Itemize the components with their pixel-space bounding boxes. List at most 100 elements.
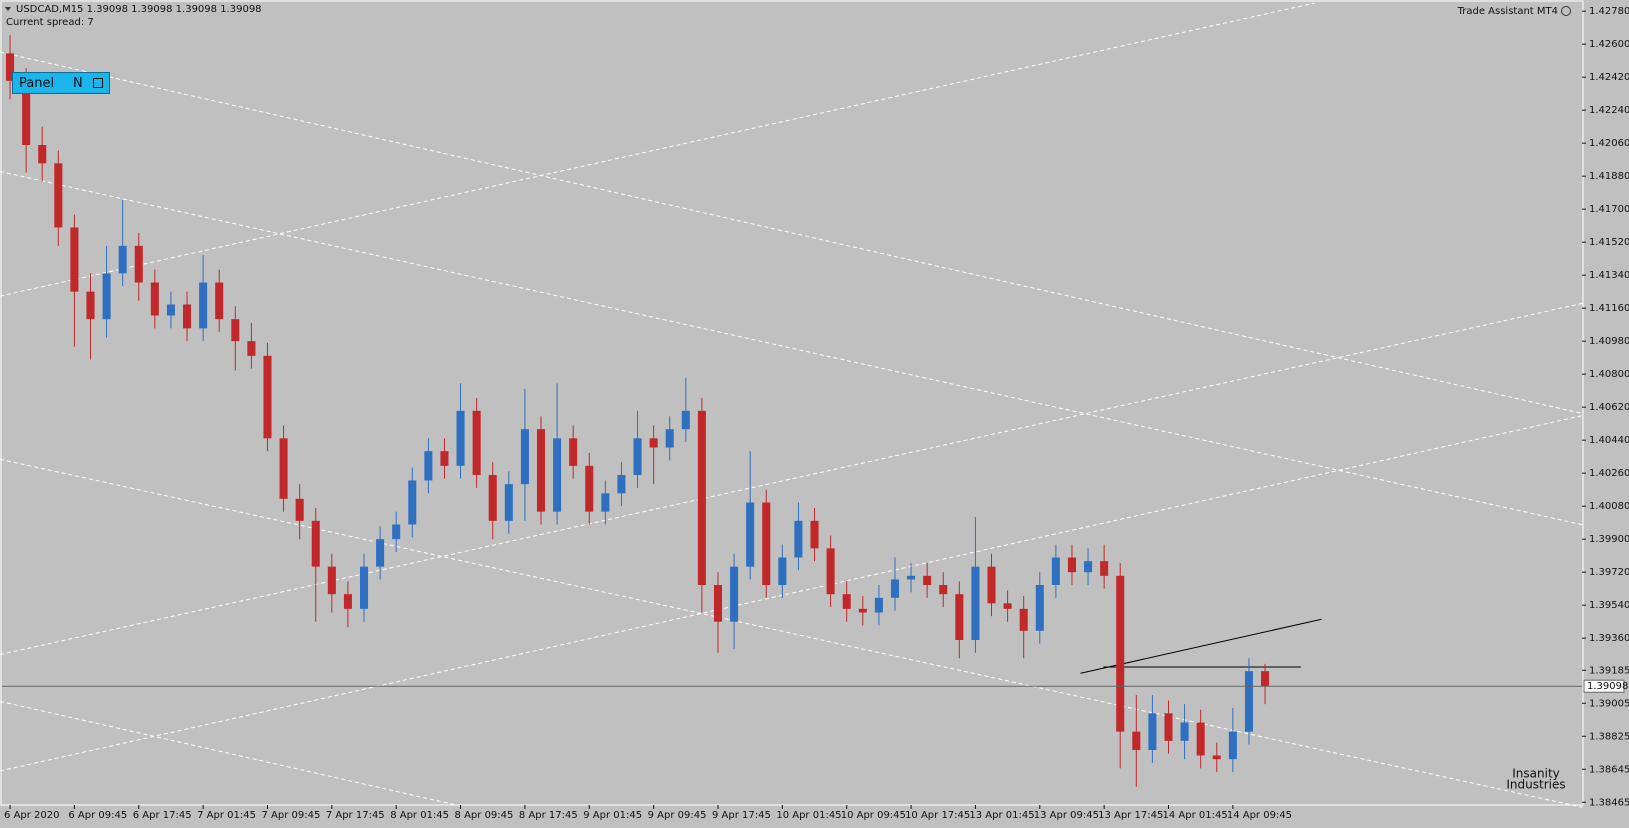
candle-body (955, 594, 964, 640)
watermark: Industries (1506, 778, 1565, 792)
y-tick-label: 1.39185 (1589, 665, 1629, 676)
y-tick-label: 1.39360 (1589, 633, 1629, 644)
candle-body (166, 304, 175, 316)
y-tick-label: 1.39720 (1589, 567, 1629, 578)
candle-body (199, 282, 208, 329)
y-tick-label: 1.39005 (1589, 698, 1629, 709)
y-tick-label: 1.41700 (1589, 204, 1629, 215)
candle-body (1164, 713, 1173, 741)
candle-body (536, 429, 546, 512)
candle-body (456, 410, 465, 466)
candle-body (231, 319, 240, 342)
x-tick-label: 6 Apr 09:45 (68, 810, 127, 821)
candle-body (1244, 671, 1253, 732)
candle-body (440, 451, 449, 466)
candle-body (665, 429, 674, 448)
y-tick-label: 1.42240 (1589, 105, 1629, 116)
x-tick-label: 9 Apr 01:45 (583, 810, 642, 821)
candle-body (858, 608, 867, 613)
candle-body (1228, 731, 1237, 760)
x-tick-label: 7 Apr 17:45 (326, 810, 385, 821)
y-tick-label: 1.40800 (1589, 369, 1629, 380)
candle-body (488, 475, 497, 521)
candle-body (1196, 722, 1205, 756)
candle-body (713, 585, 723, 622)
x-tick-label: 10 Apr 17:45 (905, 810, 970, 821)
x-tick-label: 10 Apr 09:45 (841, 810, 906, 821)
candle-body (762, 502, 771, 585)
panel-minimize[interactable] (93, 78, 103, 88)
candle-body (295, 498, 304, 521)
candle-body (408, 480, 417, 525)
candle-body (1100, 561, 1109, 576)
candle-body (376, 539, 385, 567)
candle-body (1067, 557, 1076, 573)
current-price-label: 1.39098 (1587, 681, 1628, 692)
candle-body (1003, 603, 1012, 609)
candle-body (263, 355, 272, 439)
trend-line (0, 416, 1582, 771)
y-tick-label: 1.42060 (1589, 138, 1629, 149)
candle-body (939, 585, 948, 595)
candle-body (343, 594, 352, 609)
candle-body (102, 273, 111, 320)
candle-body (890, 579, 899, 598)
y-tick-label: 1.40620 (1589, 402, 1629, 413)
candle-body (601, 493, 610, 512)
candle-body (1019, 608, 1028, 631)
candle-body (681, 410, 690, 430)
panel[interactable]: Panel N (12, 72, 110, 94)
candle-body (311, 520, 320, 567)
candle-body (86, 291, 95, 320)
y-tick-label: 1.42780 (1589, 6, 1629, 17)
x-tick-label: 13 Apr 01:45 (969, 810, 1034, 821)
candle-body (54, 163, 63, 228)
candle-body (6, 53, 15, 81)
trend-line (0, 303, 1582, 654)
y-tick-label: 1.41340 (1589, 270, 1629, 281)
subtitle: Current spread: 7 (6, 17, 94, 28)
candle-body (971, 566, 980, 640)
x-tick-label: 7 Apr 01:45 (197, 810, 256, 821)
trend-line (0, 171, 1582, 524)
watermark: Insanity (1512, 767, 1560, 781)
y-tick-label: 1.39540 (1589, 600, 1629, 611)
candle-body (585, 465, 594, 512)
candle-body (392, 524, 401, 540)
candle-body (1035, 585, 1044, 631)
plot-frame (0, 0, 1584, 806)
candle-body (1132, 731, 1141, 750)
trend-lines (0, 3, 1582, 807)
x-tick-label: 6 Apr 2020 (4, 810, 59, 821)
panel-button[interactable]: N (73, 76, 83, 91)
candle-body (359, 566, 369, 609)
trend-line (0, 52, 1582, 414)
panel-label: Panel (19, 76, 55, 91)
candle-body (633, 438, 642, 475)
candle-body (504, 484, 513, 521)
candle-body (1148, 713, 1157, 750)
candle-body (987, 566, 996, 604)
candle-body (70, 227, 79, 292)
y-tick-label: 1.40440 (1589, 435, 1629, 446)
candle-body (1212, 755, 1221, 760)
candle-body (1051, 557, 1060, 585)
x-tick-label: 8 Apr 01:45 (390, 810, 449, 821)
candle-body (1084, 561, 1093, 573)
current-price-box (1583, 679, 1625, 693)
x-tick-label: 14 Apr 09:45 (1227, 810, 1292, 821)
y-tick-label: 1.41160 (1589, 303, 1629, 314)
indicator-icon[interactable] (1561, 6, 1571, 16)
candle-body (1116, 575, 1125, 732)
candle-body (569, 438, 578, 466)
candle-body (215, 282, 224, 320)
x-tick-label: 9 Apr 09:45 (648, 810, 707, 821)
candle-body (1261, 671, 1270, 687)
y-tick-label: 1.38645 (1589, 764, 1629, 775)
candle-body (279, 438, 288, 499)
indicator-label: Trade Assistant MT4 (1457, 6, 1558, 17)
candle-body (794, 520, 803, 558)
y-tick-label: 1.38465 (1589, 797, 1629, 808)
